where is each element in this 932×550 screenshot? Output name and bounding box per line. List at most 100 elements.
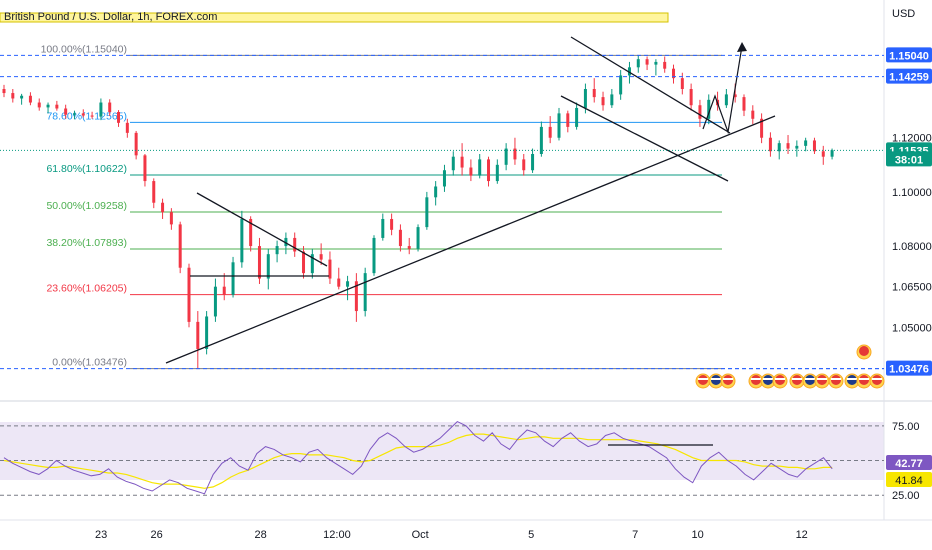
candle-body — [231, 262, 235, 295]
uk-flag-icon[interactable] — [708, 373, 724, 389]
candle-body — [205, 316, 209, 349]
triangle-upper-line[interactable] — [196, 192, 328, 267]
candle-body — [504, 148, 508, 165]
candle-body — [11, 93, 15, 99]
candle-body — [134, 132, 138, 156]
price-tick-label: 1.12000 — [892, 133, 932, 145]
rsi-band — [0, 422, 884, 480]
fib-label-1: 78.60%(1.12565) — [46, 110, 127, 122]
candle-body — [689, 88, 693, 106]
fib-label-0: 100.00%(1.15040) — [41, 43, 127, 55]
candle-body — [28, 95, 32, 103]
uptrend-line[interactable] — [165, 115, 776, 364]
us-flag-icon[interactable] — [869, 373, 885, 389]
candle-body — [72, 113, 76, 115]
candle-body — [416, 227, 420, 249]
time-tick-label: 5 — [528, 529, 534, 541]
candle-body — [487, 159, 491, 182]
candle-body — [460, 156, 464, 168]
rsi-tick-label: 25.00 — [892, 490, 920, 502]
candle-body — [830, 150, 834, 157]
candle-body — [548, 126, 552, 138]
candle-body — [610, 94, 614, 106]
us-flag-icon[interactable] — [772, 373, 788, 389]
us-flag-icon[interactable] — [856, 373, 872, 389]
candle-body — [557, 113, 561, 138]
uk-flag-icon[interactable] — [802, 373, 818, 389]
economic-events[interactable] — [695, 344, 885, 389]
time-axis[interactable]: 23 26 28 12:00 Oct 5 7 10 12 — [95, 529, 808, 541]
candle-body — [108, 102, 112, 113]
candle-body — [707, 99, 711, 119]
candle-body — [522, 159, 526, 171]
price-tag-1 — [886, 68, 932, 84]
fib-label-6: 0.00%(1.03476) — [52, 357, 127, 369]
candle-body — [672, 68, 676, 79]
candle-body — [760, 118, 764, 138]
candle-body — [654, 61, 658, 65]
candle-body — [372, 237, 376, 274]
us-flag-icon[interactable] — [856, 344, 872, 360]
rsi-signal-line — [3, 433, 833, 489]
candle-body — [619, 75, 623, 95]
price-axis[interactable]: 1.12000 1.10000 1.08000 1.06500 1.05000 — [892, 133, 932, 335]
candle-body — [645, 59, 649, 65]
us-flag-icon[interactable] — [814, 373, 830, 389]
candle-body — [812, 140, 816, 152]
candle-body — [469, 167, 473, 176]
candle-body — [751, 110, 755, 119]
chart-title: British Pound / U.S. Dollar, 1h, FOREX.c… — [4, 11, 217, 23]
us-flag-icon[interactable] — [720, 373, 736, 389]
candle-body — [592, 88, 596, 98]
title-highlight — [0, 12, 669, 23]
channel-lower-line[interactable] — [560, 95, 729, 182]
price-tick-label: 1.08000 — [892, 241, 932, 253]
candle-body — [117, 112, 121, 123]
us-flag-icon[interactable] — [695, 373, 711, 389]
channel-upper-line[interactable] — [570, 36, 731, 134]
us-flag-icon[interactable] — [828, 373, 844, 389]
time-tick-label: 12:00 — [323, 529, 351, 541]
candle-body — [90, 115, 94, 117]
uk-flag-icon[interactable] — [844, 373, 860, 389]
price-tag-label: 38:01 — [895, 154, 923, 166]
fibonacci-retracement[interactable]: 100.00%(1.15040) 78.60%(1.12565) 61.80%(1.… — [41, 43, 722, 370]
currency-label: USD — [892, 8, 915, 20]
candle-body — [213, 286, 217, 317]
fib-label-4: 38.20%(1.07893) — [46, 237, 127, 249]
candle-body — [442, 170, 446, 187]
candle-body — [425, 197, 429, 228]
us-flag-icon[interactable] — [789, 373, 805, 389]
candle-body — [257, 246, 261, 279]
us-flag-icon[interactable] — [748, 373, 764, 389]
candle-body — [222, 286, 226, 295]
candle-body — [143, 155, 147, 182]
price-tick-label: 1.06500 — [892, 282, 932, 294]
candle-body — [46, 104, 50, 108]
candle-body — [795, 145, 799, 149]
price-tag-4 — [886, 360, 932, 376]
candle-body — [636, 59, 640, 68]
candlestick-series — [2, 55, 834, 369]
candle-body — [337, 278, 341, 287]
candle-body — [2, 88, 6, 94]
candle-body — [495, 164, 499, 182]
trend-drawings[interactable] — [0, 36, 884, 370]
candle-body — [196, 321, 200, 349]
candle-body — [354, 281, 358, 312]
rsi-signal-tag — [886, 472, 932, 487]
time-tick-label: 12 — [796, 529, 808, 541]
candle-body — [531, 153, 535, 171]
price-tag-label: 1.03476 — [889, 364, 929, 376]
price-tag-3 — [886, 151, 932, 167]
price-tag-0 — [886, 47, 932, 63]
projection-path[interactable] — [702, 45, 743, 135]
fib-label-3: 50.00%(1.09258) — [46, 200, 127, 212]
candle-body — [733, 94, 737, 98]
candle-body — [20, 95, 24, 99]
candle-body — [566, 113, 570, 127]
candle-body — [390, 218, 394, 230]
candle-body — [55, 104, 59, 109]
